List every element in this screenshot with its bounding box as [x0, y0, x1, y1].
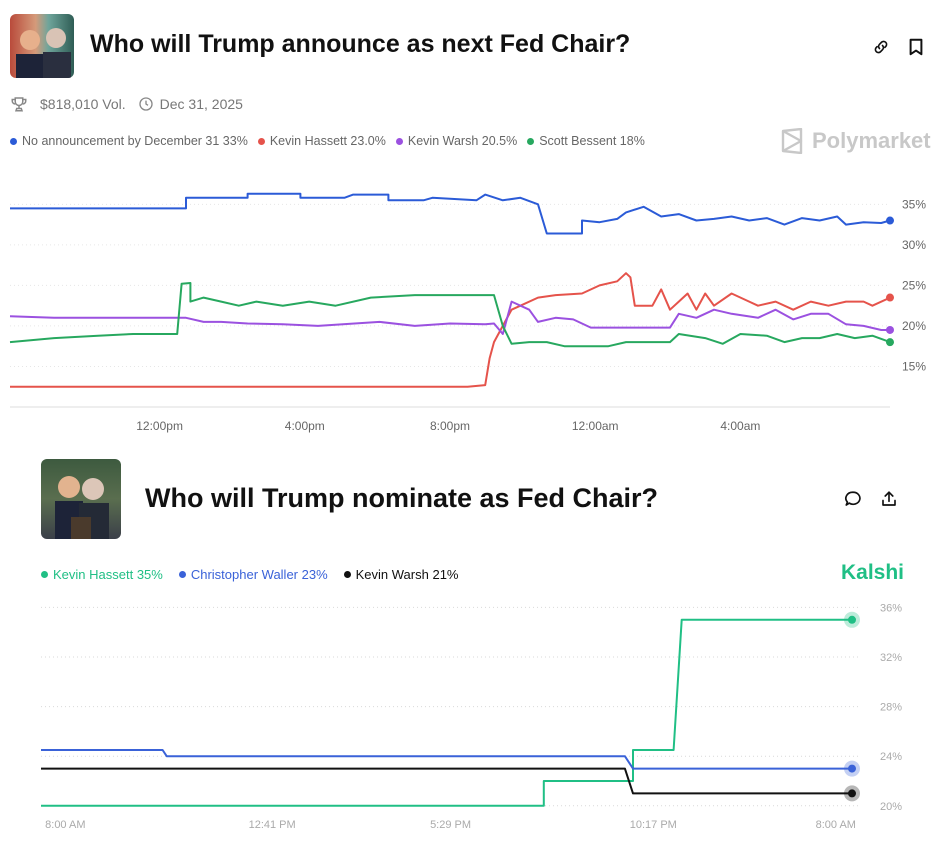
series-end-dot-no-announcement-by-december-31	[886, 216, 894, 225]
legend-item-scott-bessent: Scott Bessent 18%	[527, 134, 645, 148]
x-tick-label: 4:00am	[720, 419, 760, 433]
series-end-dot-scott-bessent	[886, 338, 894, 347]
share-icon[interactable]	[878, 488, 900, 510]
kalshi-market-thumbnail	[41, 459, 121, 539]
kalshi-brand: Kalshi	[841, 561, 905, 584]
legend-label: Kevin Hassett 23.0%	[269, 134, 386, 148]
legend-dot	[10, 137, 17, 145]
x-tick-label: 4:00pm	[285, 419, 325, 433]
y-tick-label: 32%	[880, 652, 902, 664]
market-thumbnail	[10, 14, 74, 78]
legend-label: Kevin Warsh 20.5%	[407, 134, 518, 148]
kalshi-legend: Kevin Hassett 35% Christopher Waller 23%…	[41, 567, 468, 582]
legend-item-kevin-hassett: Kevin Hassett 23.0%	[257, 134, 386, 148]
series-line-kevin-hassett	[10, 272, 891, 388]
legend-item-kevin-warsh: Kevin Warsh 20.5%	[395, 134, 518, 148]
polymarket-brand: Polymarket	[780, 128, 931, 154]
legend-label: Christopher Waller 23%	[190, 567, 328, 582]
bookmark-icon[interactable]	[905, 36, 927, 58]
polymarket-brand-label: Polymarket	[812, 128, 931, 153]
y-tick-label: 24%	[880, 751, 902, 763]
legend-dot	[527, 137, 535, 145]
x-tick-label: 8:00 AM	[816, 819, 856, 831]
trophy-icon	[10, 95, 28, 113]
x-tick-label: 12:00pm	[136, 419, 183, 433]
y-tick-label: 28%	[880, 702, 902, 714]
polymarket-logo-icon	[780, 128, 804, 154]
x-tick-label: 12:41 PM	[249, 819, 296, 831]
series-line-kevin-warsh	[41, 767, 852, 795]
series-end-dot-kevin-warsh	[848, 789, 856, 798]
polymarket-chart: 35% 30% 25% 20% 15% 12:00pm 4:00pm 8:00pm 12:00a…	[9, 192, 926, 433]
series-line-no-announcement-by-december-31	[10, 192, 891, 235]
y-tick-label: 25%	[902, 278, 926, 292]
legend-dot	[41, 571, 48, 578]
x-tick-label: 8:00 AM	[45, 819, 85, 831]
series-line-kevin-warsh	[9, 300, 890, 335]
market-meta: $818,010 Vol. Dec 31, 2025	[10, 94, 243, 114]
kalshi-chart: 36% 32% 28% 24% 20% 8:00 AM 12:41 PM 5:29 PM 10:…	[41, 602, 902, 831]
legend-label: Kevin Hassett 35%	[53, 567, 163, 582]
series-line-scott-bessent	[9, 282, 891, 348]
x-tick-label: 8:00pm	[430, 419, 470, 433]
legend-item-kevin-hassett: Kevin Hassett 35%	[41, 567, 163, 582]
y-tick-label: 15%	[902, 359, 926, 373]
kalshi-title: Who will Trump nominate as Fed Chair?	[145, 483, 659, 513]
y-tick-label: 20%	[880, 801, 902, 813]
x-tick-label: 10:17 PM	[630, 819, 677, 831]
series-line-christopher-waller	[41, 749, 852, 770]
legend-dot	[395, 137, 403, 145]
series-end-dot-kevin-hassett	[848, 615, 856, 624]
end-date-text: Dec 31, 2025	[159, 96, 243, 112]
legend-dot	[257, 137, 265, 145]
legend-label: No announcement by December 31 33%	[22, 134, 248, 148]
legend-label: Kevin Warsh 21%	[355, 567, 459, 582]
legend-item-christopher-waller: Christopher Waller 23%	[178, 567, 328, 582]
legend-label: Scott Bessent 18%	[539, 134, 645, 148]
y-tick-label: 35%	[902, 197, 926, 211]
series-end-dot-christopher-waller	[848, 764, 856, 773]
link-icon[interactable]	[870, 36, 892, 58]
y-tick-label: 20%	[902, 319, 926, 333]
volume-text: $818,010 Vol.	[40, 96, 126, 112]
x-tick-label: 5:29 PM	[430, 819, 471, 831]
series-end-dot-kevin-warsh	[886, 325, 894, 334]
legend-item-no-announcement: No announcement by December 31 33%	[10, 134, 248, 148]
comment-icon[interactable]	[842, 488, 864, 510]
legend-dot	[343, 571, 351, 578]
y-tick-label: 36%	[880, 602, 902, 614]
x-tick-label: 12:00am	[572, 419, 619, 433]
clock-icon	[138, 96, 154, 112]
legend-item-kevin-warsh: Kevin Warsh 21%	[343, 567, 459, 582]
page-title: Who will Trump announce as next Fed Chai…	[90, 30, 631, 58]
legend-dot	[178, 571, 186, 578]
series-line-kevin-hassett	[41, 618, 852, 807]
series-end-dot-kevin-hassett	[886, 293, 894, 302]
polymarket-legend: No announcement by December 31 33% Kevin…	[10, 134, 655, 148]
y-tick-label: 30%	[902, 238, 926, 252]
